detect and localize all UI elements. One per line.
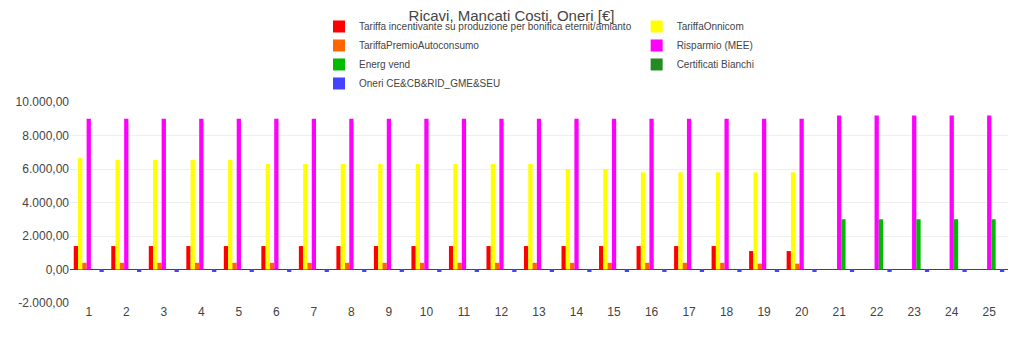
svg-text:Risparmio (MEE): Risparmio (MEE) [677, 40, 753, 51]
svg-text:5: 5 [235, 305, 242, 319]
svg-text:TariffaOnnicom: TariffaOnnicom [677, 21, 744, 32]
svg-text:-2.000,00: -2.000,00 [18, 296, 69, 310]
svg-text:2.000,00: 2.000,00 [22, 229, 69, 243]
svg-text:0,00: 0,00 [46, 263, 70, 277]
svg-text:TariffaPremioAutoconsumo: TariffaPremioAutoconsumo [359, 40, 479, 51]
svg-text:3: 3 [160, 305, 167, 319]
svg-text:Energ vend: Energ vend [359, 59, 410, 70]
svg-text:14: 14 [570, 305, 584, 319]
svg-text:12: 12 [495, 305, 509, 319]
svg-text:8.000,00: 8.000,00 [22, 129, 69, 143]
svg-text:6: 6 [273, 305, 280, 319]
svg-text:21: 21 [832, 305, 846, 319]
svg-text:Ricavi, Mancati Costi, Oneri [: Ricavi, Mancati Costi, Oneri [€] [409, 7, 615, 24]
svg-text:Oneri CE&CB&RID_GME&SEU: Oneri CE&CB&RID_GME&SEU [359, 78, 500, 89]
svg-text:Tariffa incentivante su produz: Tariffa incentivante su produzione per b… [359, 21, 632, 32]
svg-text:4.000,00: 4.000,00 [22, 196, 69, 210]
svg-text:19: 19 [757, 305, 771, 319]
svg-text:9: 9 [386, 305, 393, 319]
svg-text:13: 13 [532, 305, 546, 319]
svg-text:1: 1 [85, 305, 92, 319]
svg-text:22: 22 [870, 305, 884, 319]
svg-text:8: 8 [348, 305, 355, 319]
svg-text:15: 15 [607, 305, 621, 319]
svg-text:7: 7 [311, 305, 318, 319]
svg-text:18: 18 [720, 305, 734, 319]
svg-text:6.000,00: 6.000,00 [22, 162, 69, 176]
svg-text:24: 24 [945, 305, 959, 319]
svg-text:11: 11 [458, 305, 471, 319]
svg-text:4: 4 [198, 305, 205, 319]
svg-text:20: 20 [795, 305, 809, 319]
svg-text:17: 17 [682, 305, 696, 319]
svg-text:25: 25 [983, 305, 997, 319]
svg-text:23: 23 [908, 305, 922, 319]
svg-text:10.000,00: 10.000,00 [16, 95, 70, 109]
svg-text:Certificati Bianchi: Certificati Bianchi [677, 59, 754, 70]
svg-text:10: 10 [420, 305, 434, 319]
svg-text:16: 16 [645, 305, 659, 319]
svg-text:2: 2 [123, 305, 130, 319]
